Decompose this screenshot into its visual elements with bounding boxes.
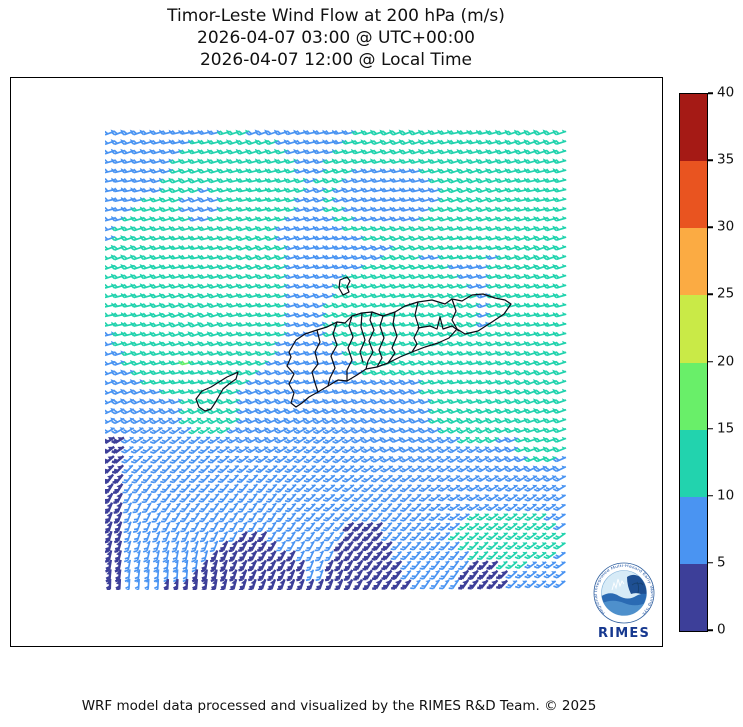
timor-island-outline	[286, 293, 512, 408]
colorbar-segment	[680, 429, 707, 497]
coastline-overlay	[195, 276, 512, 412]
colorbar-segment	[680, 563, 707, 631]
colorbar-tick	[708, 629, 713, 631]
title-line-3: 2026-04-07 12:00 @ Local Time	[199, 50, 473, 70]
atauro-island-outline	[338, 276, 351, 296]
title-line-2: 2026-04-07 03:00 @ UTC+00:00	[197, 28, 475, 48]
district-boundary	[359, 312, 366, 363]
colorbar-tick-label: 0	[717, 621, 726, 638]
credit-text: WRF model data processed and visualized …	[81, 698, 597, 714]
district-boundary	[327, 321, 338, 387]
map-frame: Regional Integrated Multi-Hazard Early W…	[10, 77, 663, 647]
logo-landmass	[627, 574, 647, 598]
colorbar-tick	[708, 495, 713, 497]
colorbar-segment	[680, 161, 707, 229]
district-boundary	[417, 316, 460, 332]
colorbar-segment	[680, 295, 707, 363]
colorbar-tick	[708, 159, 713, 161]
oecusse-outline	[195, 371, 239, 412]
colorbar-segment	[680, 362, 707, 430]
colorbar-tick-label: 40	[717, 84, 735, 101]
colorbar-tick-label: 5	[717, 554, 726, 571]
colorbar-tick	[708, 92, 713, 94]
wind-barb-field	[105, 128, 567, 590]
title-line-1: Timor-Leste Wind Flow at 200 hPa (m/s)	[167, 6, 505, 26]
district-boundary	[365, 311, 375, 370]
logo-signal-glyph	[611, 578, 625, 591]
district-boundary	[376, 315, 385, 368]
district-boundary	[311, 329, 321, 393]
district-boundary	[411, 301, 420, 353]
colorbar-tick	[708, 293, 713, 296]
figure-title: Timor-Leste Wind Flow at 200 hPa (m/s) 2…	[0, 5, 672, 71]
logo-palm-tree	[631, 581, 644, 594]
colorbar-tick-label: 25	[717, 286, 735, 303]
colorbar-tick-label: 30	[717, 218, 735, 235]
district-boundary	[346, 315, 354, 382]
colorbar-segment	[680, 94, 707, 162]
colorbar-bar	[679, 93, 708, 632]
colorbar-tick	[708, 360, 713, 363]
rimes-logo: Regional Integrated Multi-Hazard Early W…	[591, 556, 655, 641]
colorbar-tick-label: 15	[717, 420, 735, 437]
colorbar: 40 35 30 25 20 15 10 5 0	[679, 85, 741, 638]
colorbar-segment	[680, 496, 707, 564]
colorbar-tick	[708, 562, 713, 564]
district-boundary	[387, 311, 398, 364]
colorbar-tick	[708, 226, 713, 228]
colorbar-tick-label: 10	[717, 487, 735, 504]
colorbar-segment	[680, 228, 707, 296]
colorbar-tick-label: 35	[717, 151, 735, 168]
district-boundary	[451, 298, 458, 330]
colorbar-tick-label: 20	[717, 353, 735, 370]
logo-wordmark: RIMES	[598, 626, 650, 641]
colorbar-tick	[708, 427, 713, 430]
